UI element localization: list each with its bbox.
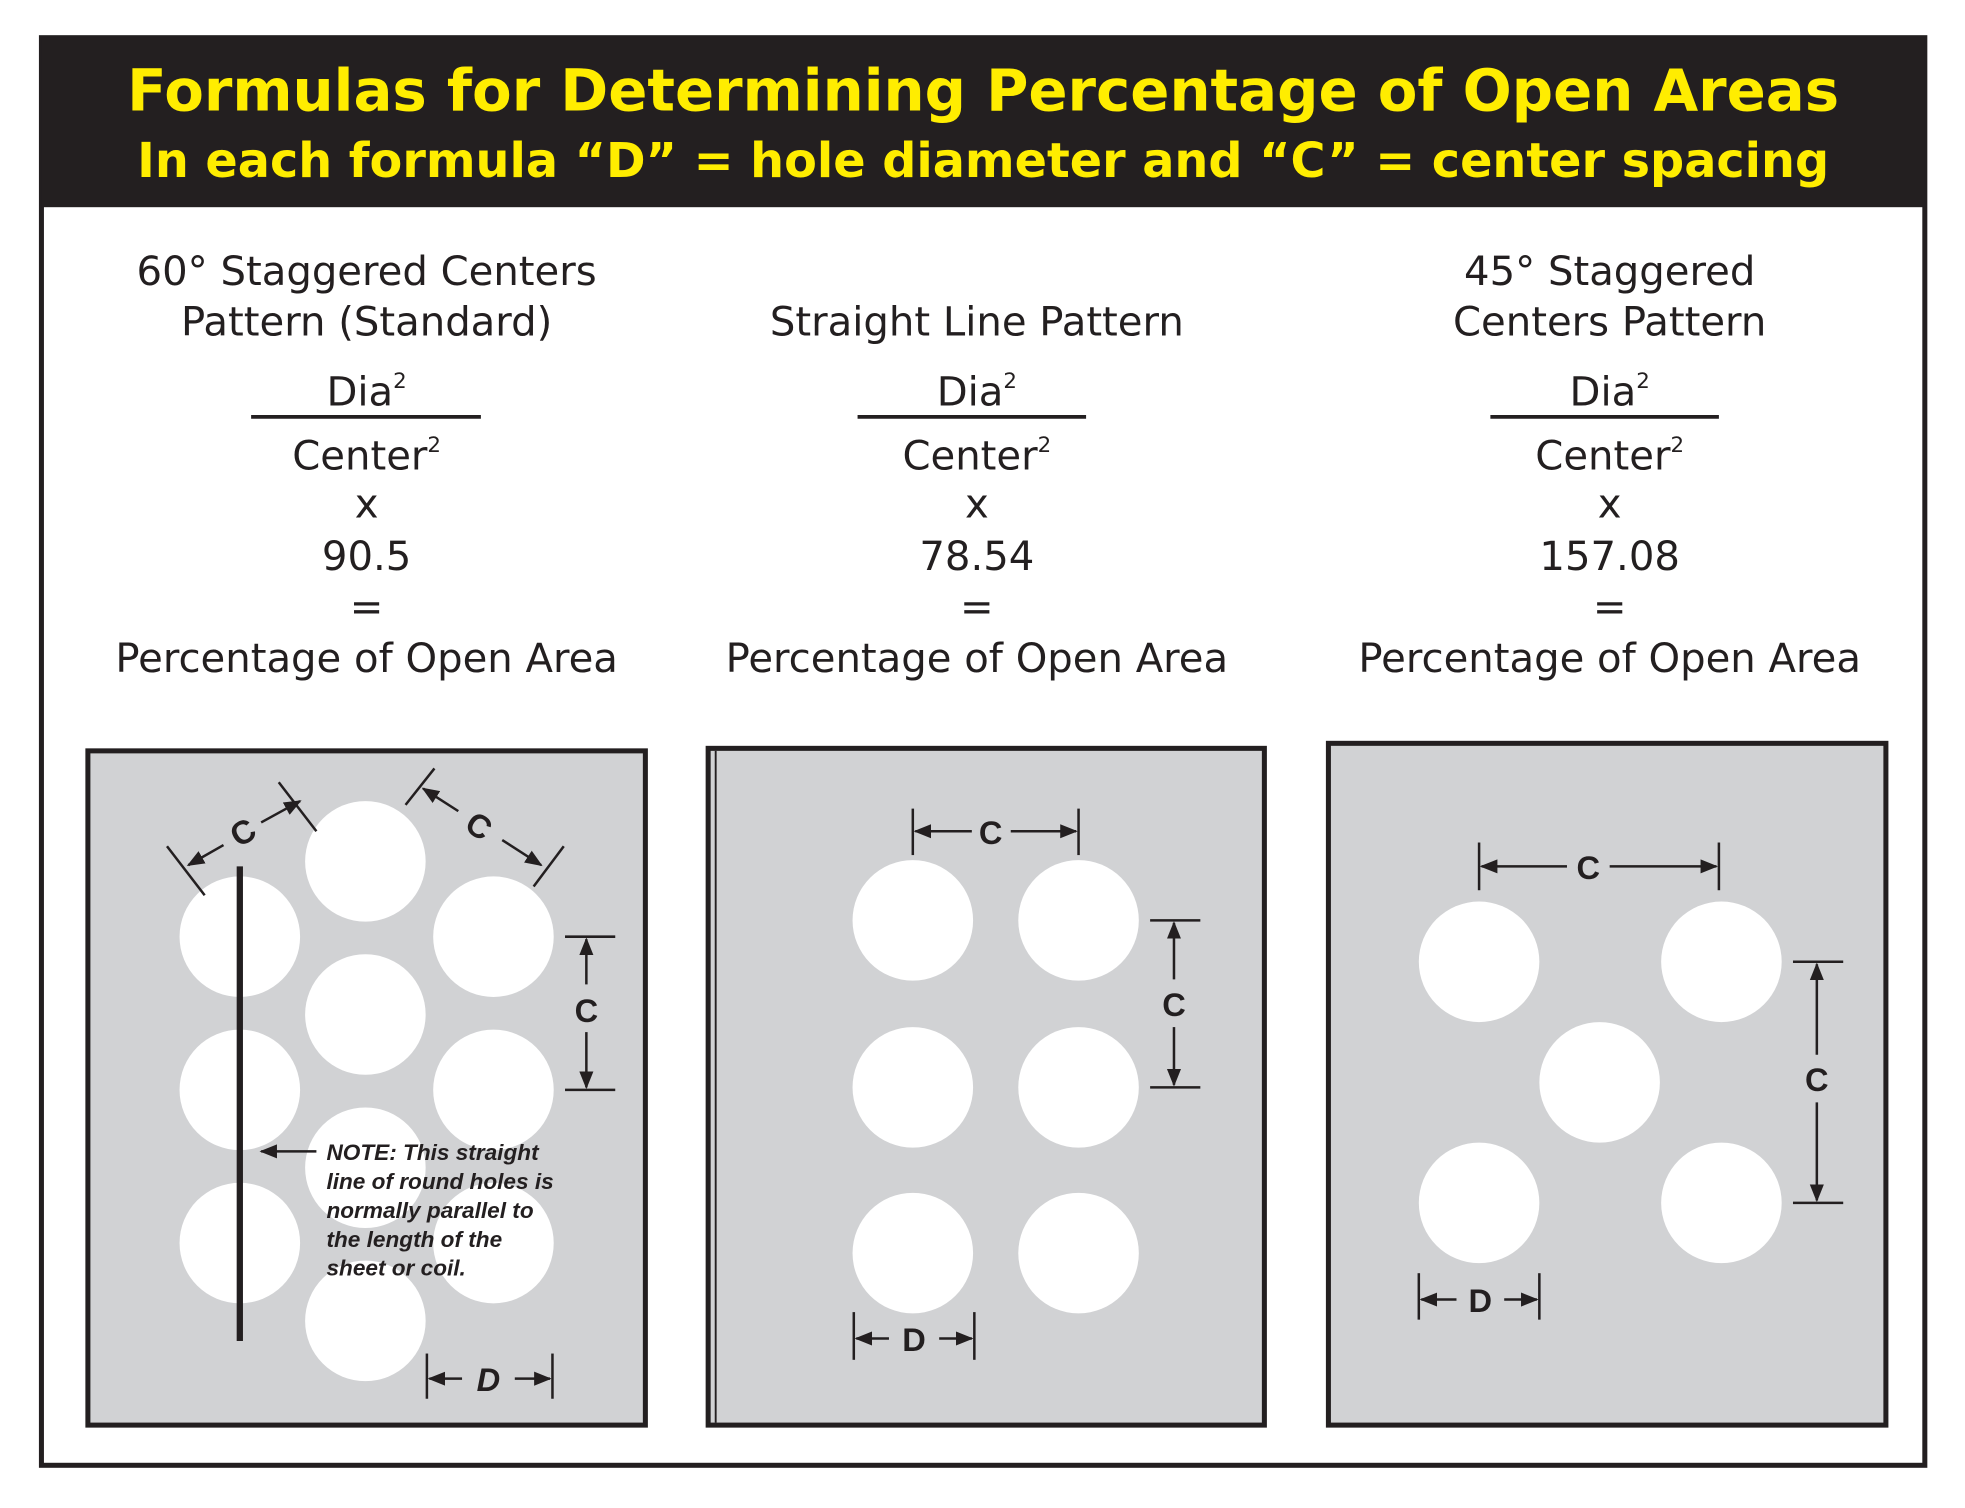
svg-text:normally parallel to: normally parallel to bbox=[326, 1198, 533, 1223]
dimension-arrow bbox=[501, 838, 543, 867]
heading-line: 45° Staggered bbox=[1464, 249, 1755, 295]
panel-45-staggered: C C D bbox=[1325, 740, 1889, 1428]
numerator: Dia2 bbox=[937, 369, 1017, 416]
dimension-arrow bbox=[421, 787, 459, 813]
dimension-label-d: D bbox=[1469, 1282, 1493, 1319]
svg-text:line of round holes is: line of round holes is bbox=[326, 1169, 553, 1194]
result-label: Percentage of Open Area bbox=[726, 636, 1229, 682]
hole bbox=[433, 1029, 554, 1151]
hole bbox=[1661, 901, 1782, 1023]
hole bbox=[1539, 1022, 1660, 1143]
hole bbox=[852, 1192, 974, 1314]
denominator: Center2 bbox=[1535, 433, 1684, 480]
hole bbox=[305, 954, 426, 1075]
hole bbox=[1018, 860, 1139, 981]
denominator: Center2 bbox=[292, 433, 441, 480]
dimension-arrow bbox=[260, 799, 302, 824]
hole bbox=[1018, 1192, 1139, 1314]
hole bbox=[852, 1027, 974, 1148]
result-label: Percentage of Open Area bbox=[1358, 636, 1861, 682]
header-bar bbox=[41, 37, 1925, 208]
hole bbox=[433, 876, 554, 997]
hole bbox=[1418, 1142, 1540, 1264]
dimension-label-c: C bbox=[1162, 986, 1186, 1023]
equals-sign: = bbox=[1593, 584, 1627, 630]
dimension-label-c: C bbox=[979, 814, 1003, 851]
numerator: Dia2 bbox=[326, 369, 406, 416]
dimension-arrow bbox=[186, 843, 225, 867]
numerator: Dia2 bbox=[1570, 369, 1650, 416]
dimension-label-d: D bbox=[477, 1361, 501, 1398]
times-sign: x bbox=[355, 481, 379, 527]
heading-line: 60° Staggered Centers bbox=[137, 249, 597, 295]
result-label: Percentage of Open Area bbox=[115, 636, 618, 682]
svg-text:NOTE: This straight: NOTE: This straight bbox=[326, 1140, 540, 1165]
hole bbox=[305, 1107, 426, 1228]
hole bbox=[305, 1260, 426, 1382]
heading-line: Centers Pattern bbox=[1453, 299, 1766, 345]
times-sign: x bbox=[965, 481, 989, 527]
formula-60-staggered: 60° Staggered Centers Pattern (Standard)… bbox=[115, 249, 618, 682]
dimension-label-c: C bbox=[575, 992, 599, 1029]
svg-text:sheet or coil.: sheet or coil. bbox=[326, 1256, 465, 1281]
heading-line: Pattern (Standard) bbox=[181, 299, 552, 345]
hole bbox=[433, 1182, 554, 1304]
hole bbox=[1018, 1027, 1139, 1148]
factor: 78.54 bbox=[919, 534, 1034, 580]
heading-line: Straight Line Pattern bbox=[770, 299, 1184, 345]
equals-sign: = bbox=[350, 584, 384, 630]
denominator: Center2 bbox=[902, 433, 1051, 480]
formula-straight-line: Straight Line Pattern Dia2 Center2 x 78.… bbox=[726, 299, 1229, 681]
header-subtitle: In each formula “D” = hole diameter and … bbox=[137, 134, 1829, 189]
svg-text:the length of the: the length of the bbox=[326, 1227, 502, 1252]
hole bbox=[1661, 1142, 1782, 1264]
dimension-label-c: C bbox=[1805, 1061, 1829, 1098]
hole bbox=[852, 860, 974, 981]
note-text: NOTE: This straight line of round holes … bbox=[326, 1140, 553, 1281]
factor: 90.5 bbox=[322, 534, 411, 580]
hole bbox=[1418, 901, 1540, 1023]
hole bbox=[305, 801, 426, 922]
header-title: Formulas for Determining Percentage of O… bbox=[127, 57, 1839, 125]
dimension-label-c: C bbox=[1577, 849, 1601, 886]
panel-60-staggered: C C C D NOTE: This straight line of roun… bbox=[85, 748, 648, 1428]
holes bbox=[179, 801, 554, 1382]
formula-45-staggered: 45° Staggered Centers Pattern Dia2 Cente… bbox=[1358, 249, 1861, 682]
equals-sign: = bbox=[960, 584, 994, 630]
factor: 157.08 bbox=[1539, 534, 1680, 580]
times-sign: x bbox=[1598, 481, 1622, 527]
dimension-label-d: D bbox=[902, 1321, 926, 1358]
panel-straight-line: C C D bbox=[705, 745, 1267, 1428]
